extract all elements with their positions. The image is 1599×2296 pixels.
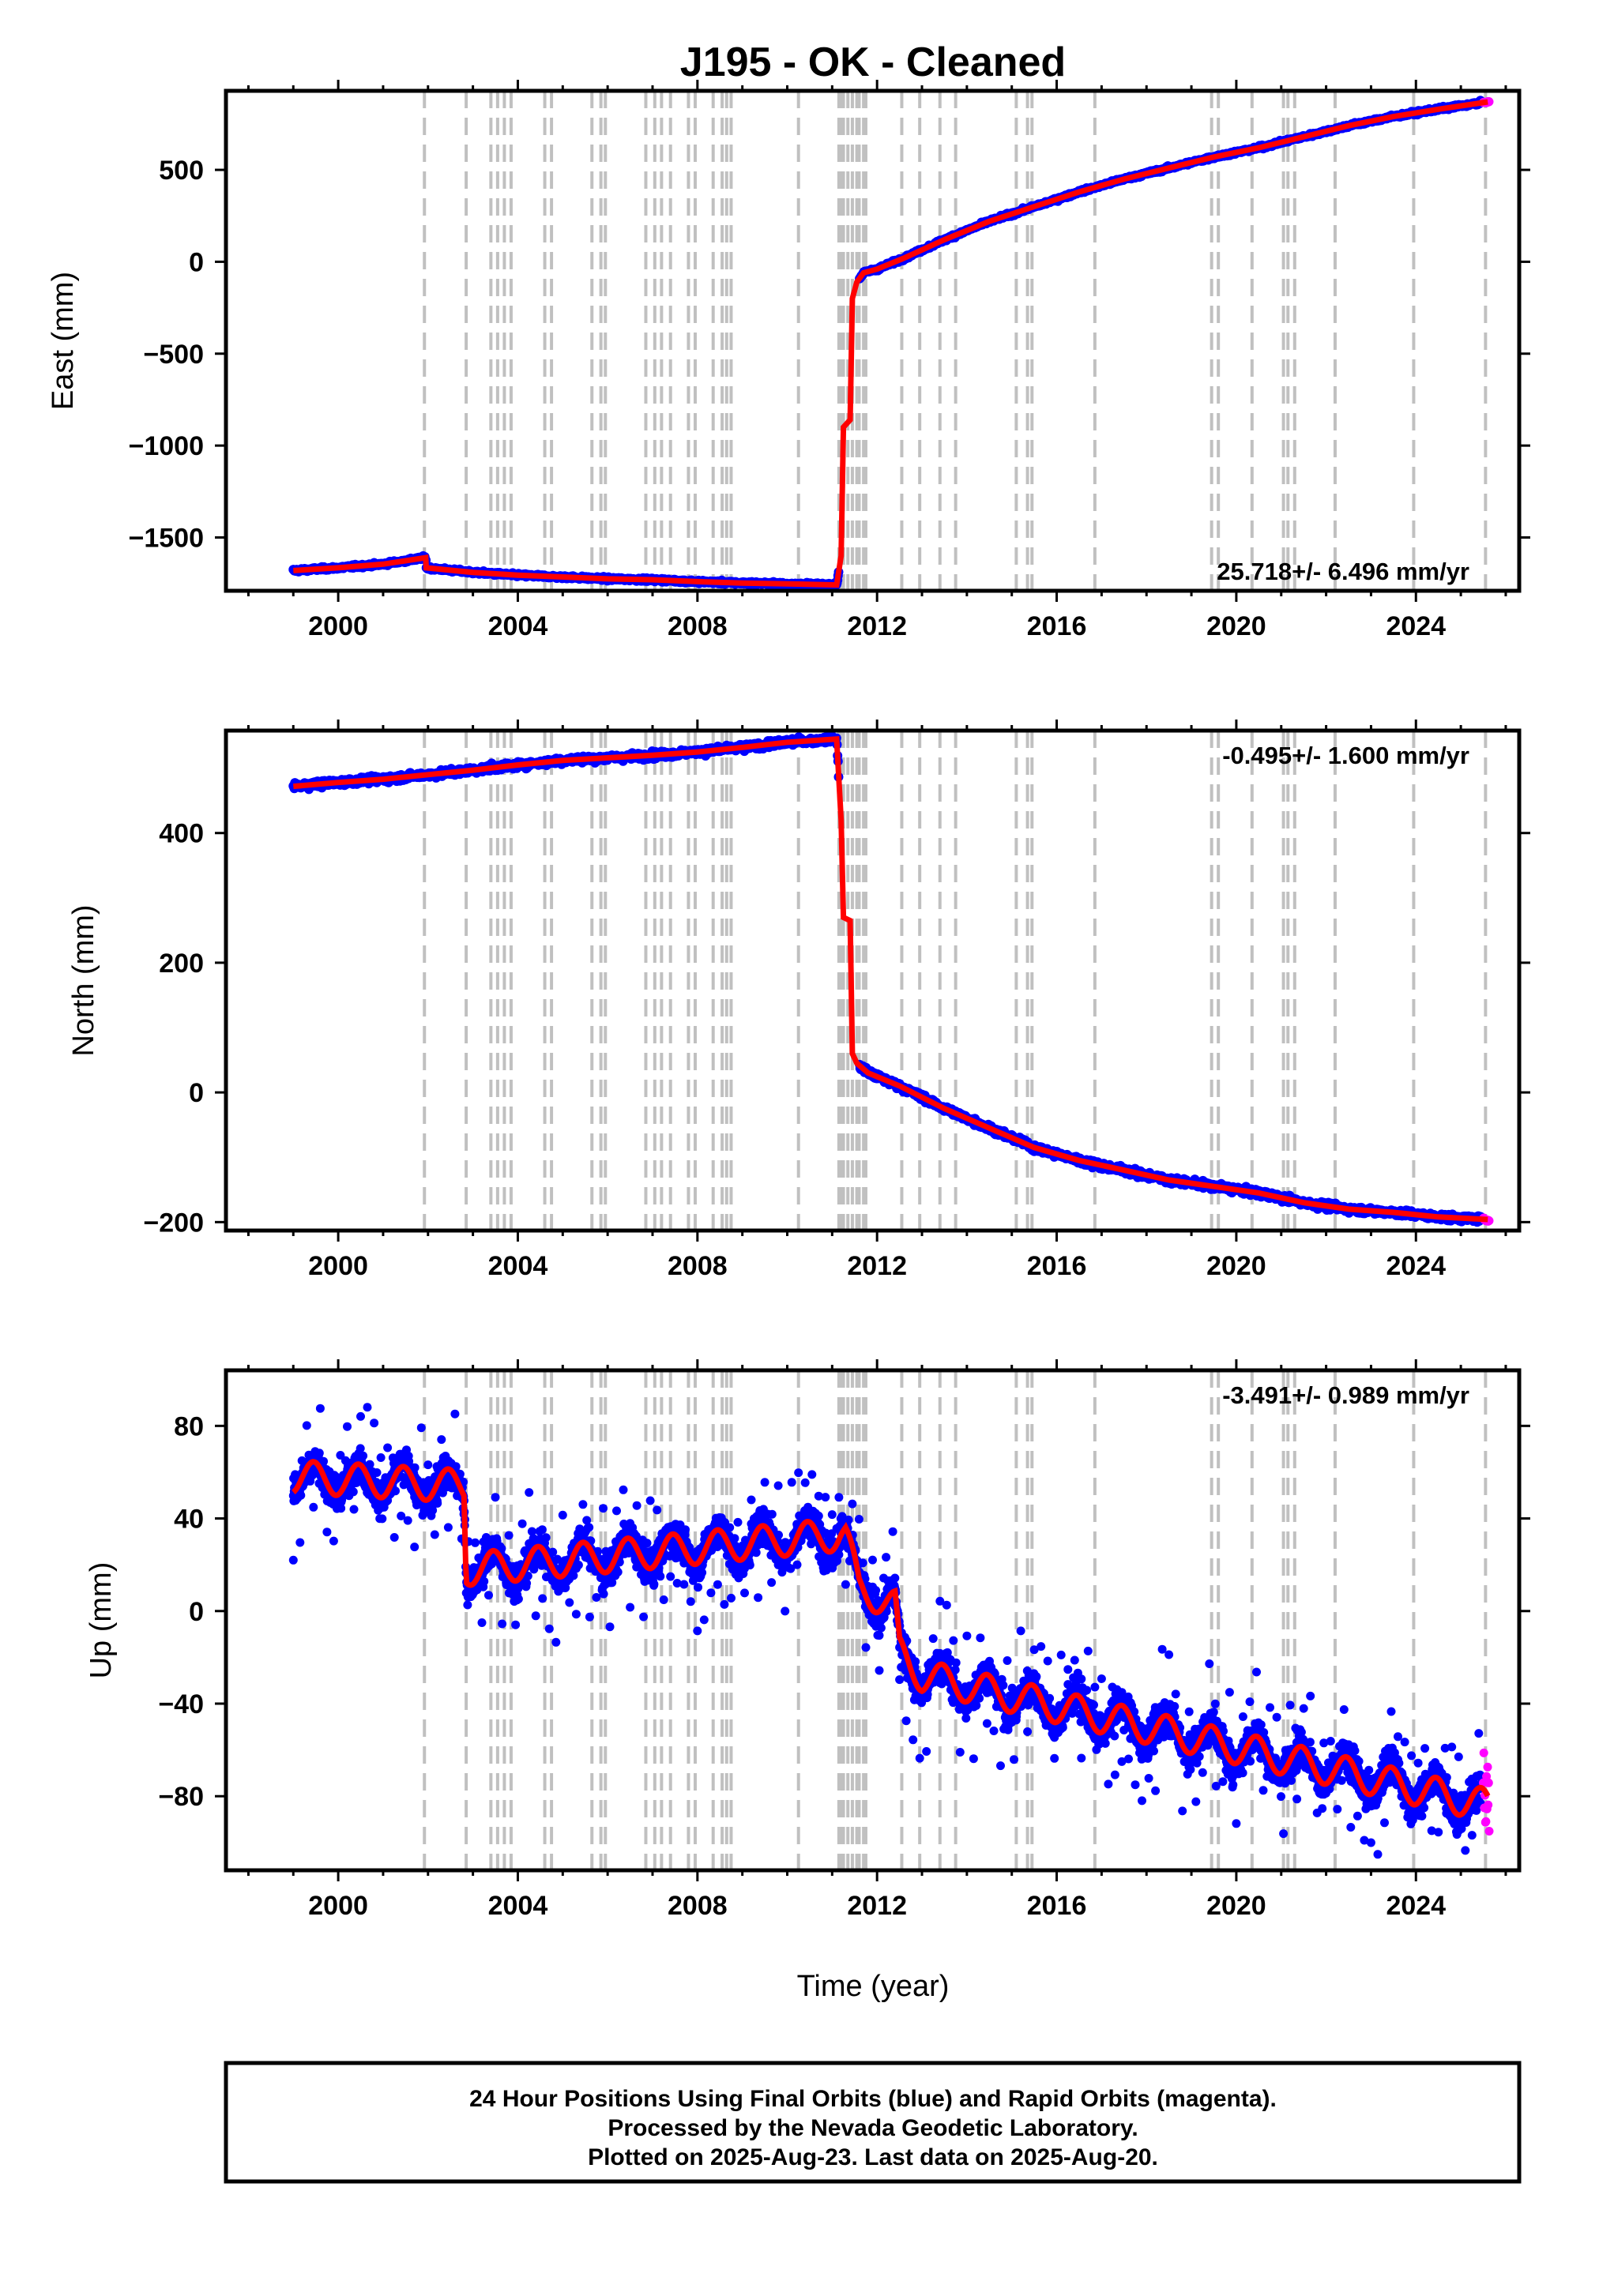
x-tick-label: 2012 (847, 1251, 907, 1281)
step-lines (424, 731, 1485, 1231)
x-tick-label: 2004 (488, 1251, 548, 1281)
y-axis-label: East (mm) (47, 272, 80, 410)
model-line (293, 739, 1488, 1219)
y-tick-label: 0 (189, 247, 204, 277)
y-tick-label: −500 (143, 340, 204, 370)
velocity-rate-label: 25.718+/- 6.496 mm/yr (1217, 558, 1469, 585)
plot-frame (226, 731, 1519, 1231)
panel-1: 2000 2004 2008 2012 2016 2020 2024 500 0 −500 −100… (47, 80, 1530, 641)
y-axis-label: North (mm) (67, 904, 100, 1056)
y-tick-label: 200 (159, 949, 204, 979)
plot-frame (226, 91, 1519, 591)
final-orbit-points (288, 96, 1485, 592)
y-tick-label: −1000 (129, 431, 205, 461)
y-tick-label: 500 (159, 156, 204, 186)
velocity-rate-label: -0.495+/- 1.600 mm/yr (1222, 742, 1469, 769)
final-orbit-point (356, 1444, 365, 1452)
x-tick-label: 2020 (1206, 1251, 1266, 1281)
final-orbit-points (289, 1403, 1485, 1858)
final-orbit-points (288, 731, 1485, 1227)
y-tick-label: −200 (143, 1208, 204, 1238)
final-orbit-point (296, 1491, 305, 1500)
y-tick-label: −1500 (129, 524, 205, 554)
final-orbit-point (359, 1452, 367, 1460)
final-orbit-point (315, 1449, 324, 1457)
y-tick-label: 400 (159, 819, 204, 849)
final-orbit-point (373, 1468, 382, 1477)
x-tick-label: 2000 (308, 611, 368, 641)
figure-title: J195 - OK - Cleaned (680, 39, 1066, 85)
x-tick-label: 2016 (1027, 611, 1087, 641)
x-tick-label: 2024 (1386, 1251, 1446, 1281)
final-orbit-point (349, 1487, 358, 1496)
x-tick-label: 2016 (1027, 1251, 1087, 1281)
model-line (293, 102, 1488, 585)
x-tick-label: 2004 (488, 611, 548, 641)
step-lines (424, 91, 1485, 591)
x-tick-label: 2020 (1206, 611, 1266, 641)
x-tick-label: 2008 (668, 611, 728, 641)
x-tick-label: 2024 (1386, 611, 1446, 641)
x-tick-label: 2012 (847, 611, 907, 641)
x-tick-label: 2008 (668, 1251, 728, 1281)
y-tick-label: 0 (189, 1078, 204, 1108)
x-tick-label: 2000 (308, 1251, 368, 1281)
